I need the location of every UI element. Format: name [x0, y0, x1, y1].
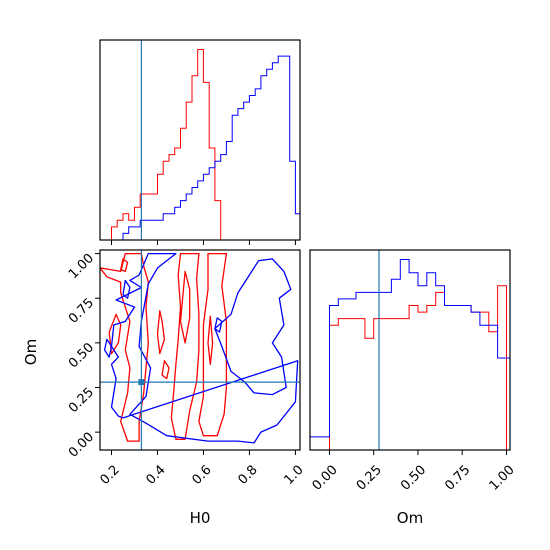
om-marginal-frame	[309, 249, 511, 451]
h0-tick-label: 0.6	[189, 463, 214, 488]
h0-tick-label: 1.0	[281, 463, 306, 488]
truth-marker	[138, 379, 145, 386]
h0-om-joint-panel: 0.2 0.4 0.6 0.8 1.0 0.00 0.25 0.50 0.75 1.00	[66, 249, 307, 488]
om-tick-label: 1.00	[66, 251, 97, 282]
h0-histogram-red	[100, 49, 300, 241]
h0-axis-label: H0	[190, 509, 211, 527]
om-marginal-panel: 0.00 0.25 0.50 0.75 1.00	[309, 249, 518, 494]
om-tick-label: 0.25	[66, 385, 97, 416]
om-tick-label: 0.00	[66, 430, 97, 461]
contour-blue-inner	[214, 317, 223, 333]
h0-histogram-blue	[100, 55, 300, 241]
contour-red-inner	[207, 315, 214, 365]
contour-red-inner	[120, 258, 129, 273]
om-axis-label-y: Om	[22, 339, 40, 365]
om-axis-label-x: Om	[397, 509, 423, 527]
h0-marginal-panel	[99, 39, 301, 245]
contour-red-inner	[179, 270, 191, 344]
contour-blue-inner	[214, 258, 292, 396]
h0-tick-label: 0.4	[143, 463, 168, 488]
contour-red-inner	[156, 310, 166, 355]
h0-marginal-frame	[99, 39, 301, 241]
om-histogram-red	[310, 285, 510, 451]
contour-red-inner	[161, 360, 170, 380]
h0-tick-label: 0.2	[98, 463, 123, 488]
contour-red-outer	[170, 252, 200, 440]
contour-blue-outer	[110, 252, 299, 444]
om-tick-label: 0.50	[66, 340, 97, 371]
contour-blue-inner	[103, 338, 113, 358]
om-tick-label: 0.25	[354, 463, 385, 494]
om-tick-label: 0.00	[310, 463, 341, 494]
om-tick-label: 0.50	[398, 463, 429, 494]
om-histogram-blue	[309, 259, 510, 450]
joint-frame	[99, 249, 301, 451]
om-tick-label: 0.75	[66, 296, 97, 327]
contour-red-outer	[198, 252, 228, 437]
om-tick-label: 1.00	[487, 463, 518, 494]
h0-tick-label: 0.8	[235, 463, 260, 488]
contour-blue-inner	[122, 279, 131, 299]
contour-group	[100, 252, 299, 444]
om-tick-label: 0.75	[442, 463, 473, 494]
